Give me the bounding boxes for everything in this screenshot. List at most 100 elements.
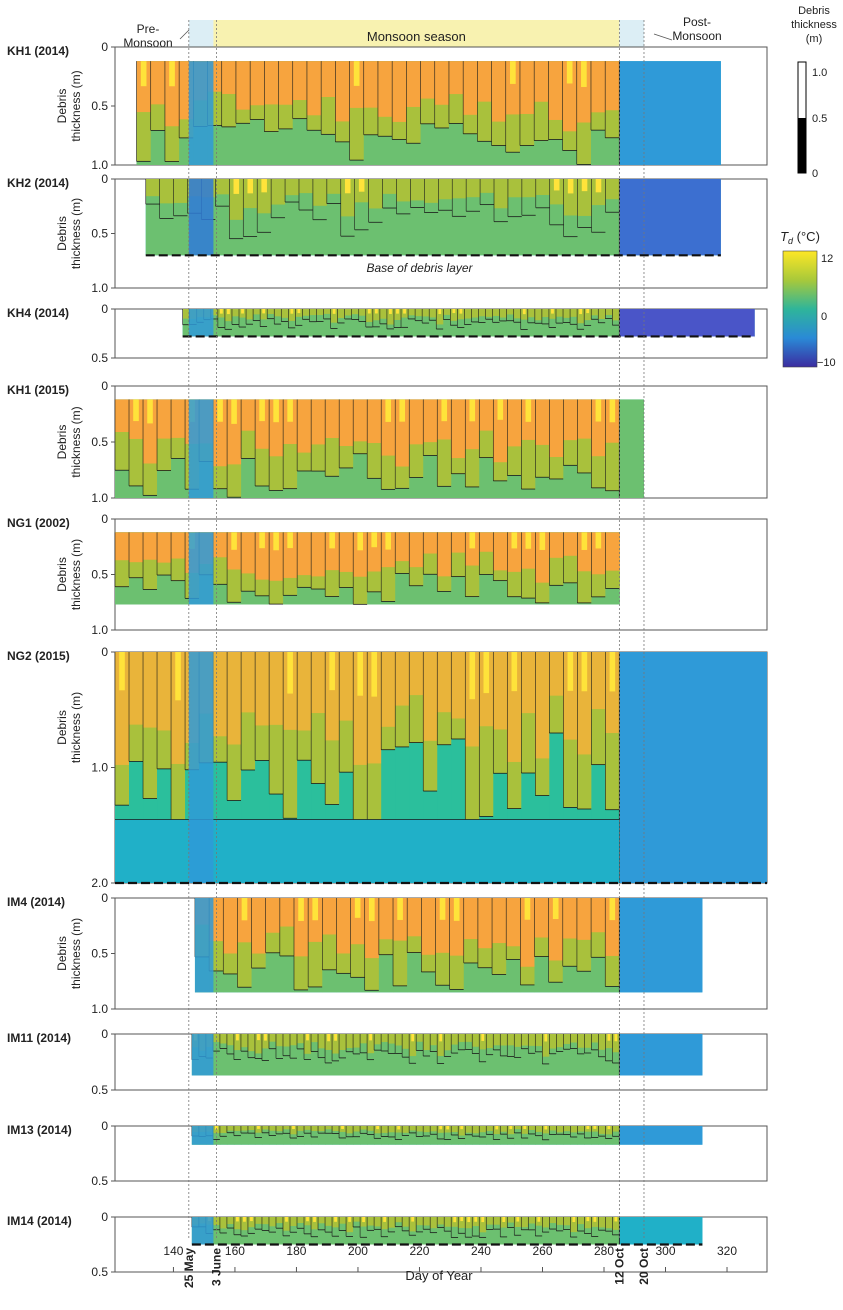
field-band-hot	[591, 532, 606, 575]
temperature-colorbar: Td (°C) 12 0 −10	[780, 229, 836, 369]
field-band-peak	[290, 309, 294, 314]
field-band-hot	[257, 179, 272, 214]
field-band-hot	[548, 898, 564, 961]
panel-7: IM11 (2014) 0 0.5	[7, 1027, 768, 1097]
field-band-hot	[358, 309, 367, 316]
field-band-mid	[254, 1217, 263, 1245]
field-band-peak	[374, 309, 378, 314]
field-band-hot	[353, 399, 368, 442]
date-marker-label: 12 Oct	[612, 1248, 626, 1285]
y-tick-label: 1.0	[91, 158, 108, 172]
y-axis-label: Debristhickness (m)	[55, 539, 83, 610]
field-band-mid	[556, 1126, 564, 1145]
field-band-hot	[416, 1217, 424, 1226]
field-band-hot	[437, 1126, 445, 1133]
y-axis-label: Debristhickness (m)	[55, 406, 83, 477]
field-band-hot	[388, 1217, 396, 1228]
field-band-hot	[605, 1217, 613, 1229]
field-band-peak	[614, 1034, 618, 1042]
field-band-hot	[423, 1034, 431, 1051]
field-band-hot	[229, 179, 244, 220]
field-band-peak	[292, 1126, 295, 1130]
field-band-hot	[210, 309, 219, 316]
x-tick-label: 200	[348, 1244, 368, 1258]
field-band-warm	[339, 1126, 347, 1138]
thickness-legend-bar-filled	[798, 118, 806, 173]
field-band-hot	[367, 1126, 375, 1131]
field-band-hot	[506, 898, 521, 947]
field-band-hot	[542, 1126, 550, 1134]
field-band-hot	[374, 1217, 382, 1227]
y-tick-label: 0	[101, 379, 108, 393]
field-band-hot	[492, 309, 501, 316]
field-band-hot	[527, 309, 536, 318]
field-band-hot	[535, 652, 550, 759]
field-band-hot	[423, 399, 438, 443]
field-band-hot	[346, 1126, 354, 1134]
field-band-peak	[396, 309, 399, 314]
y-axis-label: Debristhickness (m)	[55, 918, 83, 989]
field-band-mid	[212, 1217, 221, 1245]
field-band-hot	[381, 1217, 389, 1230]
field-band-hot	[311, 399, 326, 445]
field-band-hot	[247, 1126, 256, 1131]
field-band-hot	[492, 898, 507, 944]
field-band-peak	[595, 179, 602, 193]
field-band-hot	[577, 532, 592, 572]
field-band-hot	[157, 532, 172, 563]
field-band-hot	[563, 532, 578, 556]
field-band-mid	[549, 1126, 557, 1145]
field-band-mid	[240, 1126, 249, 1145]
field-band-peak	[524, 898, 531, 920]
field-band-hot	[255, 399, 270, 449]
field-band-mid	[318, 1217, 326, 1245]
field-band-peak	[467, 1217, 471, 1223]
pre-monsoon-field	[188, 652, 214, 883]
y-tick-label: 0	[101, 891, 108, 905]
field-band-hot	[393, 309, 402, 320]
field-band-hot	[486, 1217, 494, 1225]
y-axis-label: Debristhickness (m)	[55, 198, 83, 269]
x-tick-label: 280	[594, 1244, 614, 1258]
field-band-peak	[399, 399, 406, 422]
field-band-hot	[353, 1034, 361, 1048]
field-band-peak	[367, 309, 371, 314]
field-band-mid	[563, 1034, 571, 1076]
field-band-hot	[223, 898, 238, 954]
field-band-mid	[458, 1034, 466, 1076]
field-band-peak	[403, 309, 406, 314]
field-band-hot	[591, 399, 606, 457]
field-band-peak	[259, 399, 265, 422]
field-band-hot	[409, 1034, 417, 1057]
field-band-hot	[493, 532, 508, 571]
field-band-hot	[409, 1217, 417, 1232]
field-band-hot	[395, 399, 410, 467]
field-band-peak	[312, 898, 319, 921]
field-band-hot	[129, 532, 144, 563]
field-band-peak	[354, 898, 361, 918]
field-band-hot	[381, 399, 396, 456]
field-band-warm	[451, 1217, 459, 1238]
field-band-mid	[323, 309, 332, 337]
field-band-hot	[548, 309, 557, 319]
field-band-mid	[360, 1034, 368, 1076]
field-band-hot	[520, 309, 529, 320]
field-band-mid	[570, 1034, 578, 1076]
post-monsoon-field	[619, 1126, 703, 1145]
field-band-hot	[402, 1126, 410, 1133]
field-band-warm	[381, 1034, 389, 1051]
x-axis: Day of Year 140 160 180 200 220 240 260 280 300 3…	[163, 1244, 737, 1288]
field-band-mid	[423, 1217, 431, 1245]
field-band-hot	[219, 1034, 228, 1044]
field-band-peak	[231, 399, 237, 424]
field-band-peak	[539, 532, 546, 550]
field-band-hot	[325, 1126, 333, 1130]
field-band-warm	[325, 1126, 333, 1134]
field-band-peak	[481, 1217, 485, 1223]
field-band-hot	[605, 532, 620, 571]
field-band-hot	[297, 1034, 305, 1044]
field-band-peak	[446, 1126, 450, 1130]
field-band-peak	[369, 1034, 372, 1041]
field-band-hot	[381, 532, 396, 568]
field-band-peak	[397, 898, 403, 920]
